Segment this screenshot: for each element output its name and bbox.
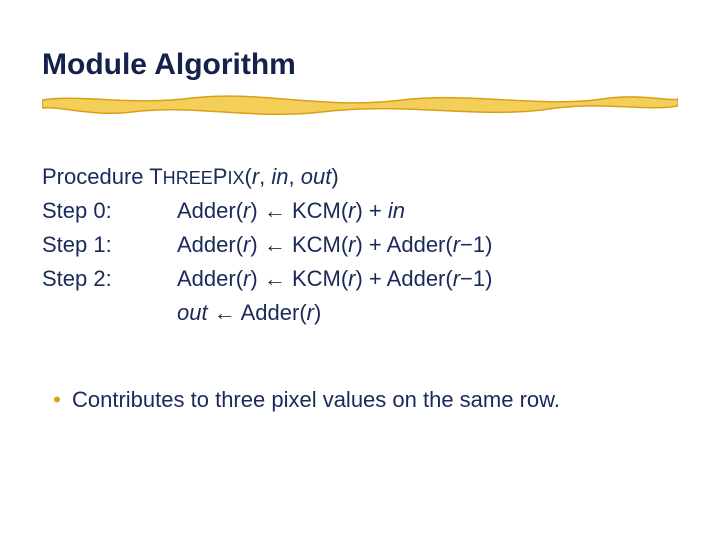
slide-body: Procedure THREEPIX(r, in, out) Step 0: A… xyxy=(42,160,678,417)
tail-plain: −1) xyxy=(460,232,492,257)
proc-name-1: T xyxy=(149,164,162,189)
rhs-post: ) + xyxy=(355,198,387,223)
lhs-pre: Adder( xyxy=(177,198,243,223)
slide-title: Module Algorithm xyxy=(42,48,296,82)
rhs-pre: KCM( xyxy=(286,266,348,291)
procedure-heading: Procedure THREEPIX(r, in, out) xyxy=(42,160,492,194)
tail-it: in xyxy=(388,198,405,223)
tail-it: r xyxy=(453,266,460,291)
arrow: ← xyxy=(264,232,286,257)
step-row-1: Step 1: Adder(r) ← KCM(r) + Adder(r−1) xyxy=(42,228,492,262)
proc-name-2: P xyxy=(213,164,228,189)
final-lhs: out xyxy=(177,300,208,325)
lhs-pre: Adder( xyxy=(177,266,243,291)
title-underline xyxy=(42,92,678,116)
rhs-post: ) + Adder( xyxy=(355,232,452,257)
proc-name-sc2: IX xyxy=(227,168,244,188)
proc-arg-out: out xyxy=(301,164,332,189)
lhs-post: ) xyxy=(250,232,263,257)
bullet-icon: • xyxy=(42,383,72,417)
proc-sep2: , xyxy=(289,164,301,189)
proc-name-sc1: HREE xyxy=(163,168,213,188)
procedure-block: Procedure THREEPIX(r, in, out) Step 0: A… xyxy=(42,160,492,330)
final-arrow: ← xyxy=(208,300,241,325)
step-label: Step 2: xyxy=(42,262,177,296)
step-label: Step 1: xyxy=(42,228,177,262)
final-rhs-post: ) xyxy=(314,300,321,325)
proc-args-open: ( xyxy=(245,164,252,189)
lhs-post: ) xyxy=(250,266,263,291)
step-row-2: Step 2: Adder(r) ← KCM(r) + Adder(r−1) xyxy=(42,262,492,296)
step-label: Step 0: xyxy=(42,194,177,228)
tail-plain: −1) xyxy=(460,266,492,291)
final-rhs-var: r xyxy=(307,300,314,325)
tail-it: r xyxy=(453,232,460,257)
step-label-empty xyxy=(42,296,177,330)
proc-arg-in: in xyxy=(271,164,288,189)
bullet-text: Contributes to three pixel values on the… xyxy=(72,383,678,417)
proc-sep1: , xyxy=(259,164,271,189)
lhs-post: ) xyxy=(250,198,263,223)
final-rhs-pre: Adder( xyxy=(241,300,307,325)
bullet-item: • Contributes to three pixel values on t… xyxy=(42,383,678,417)
arrow: ← xyxy=(264,266,286,291)
rhs-post: ) + Adder( xyxy=(355,266,452,291)
rhs-pre: KCM( xyxy=(286,198,348,223)
proc-prefix: Procedure xyxy=(42,164,149,189)
arrow: ← xyxy=(264,198,286,223)
rhs-pre: KCM( xyxy=(286,232,348,257)
lhs-pre: Adder( xyxy=(177,232,243,257)
step-row-0: Step 0: Adder(r) ← KCM(r) + in xyxy=(42,194,492,228)
proc-args-close: ) xyxy=(331,164,338,189)
step-row-final: out ← Adder(r) xyxy=(42,296,492,330)
underline-path xyxy=(42,96,678,114)
